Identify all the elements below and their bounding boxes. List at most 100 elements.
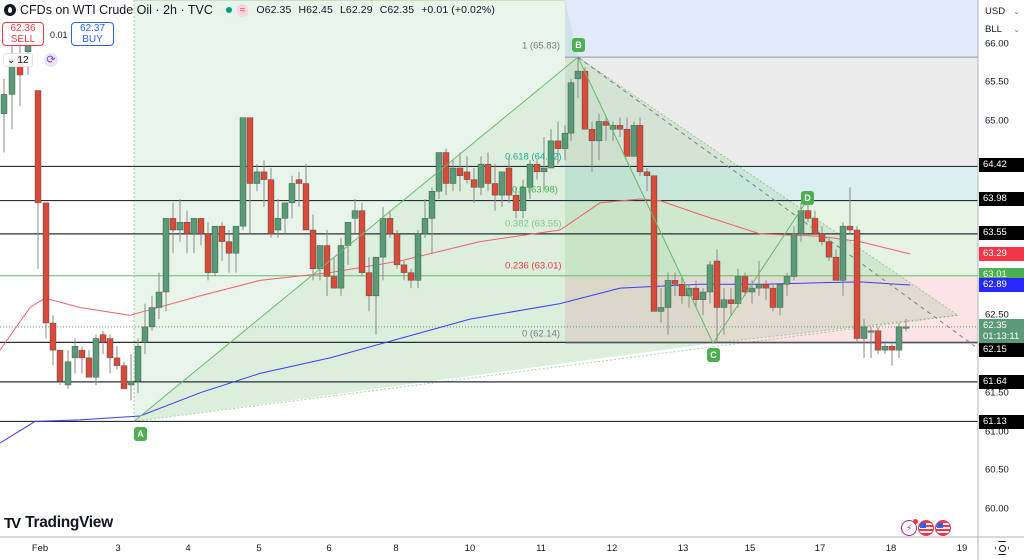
sell-button[interactable]: 62.36 SELL	[2, 22, 44, 46]
candle-bear	[727, 299, 735, 304]
candle-bull	[155, 291, 163, 308]
chevron-down-icon: ⌄	[1013, 24, 1020, 34]
settings-gear-icon[interactable]	[995, 541, 1009, 555]
candle-bear	[650, 175, 658, 312]
candle-bear	[309, 229, 317, 269]
candle-bull	[526, 163, 534, 188]
candle-bear	[295, 179, 303, 184]
us-flag-event-icon[interactable]	[918, 520, 934, 536]
candle-bear	[34, 90, 42, 204]
candle-bear	[85, 357, 93, 378]
candle-bear	[113, 357, 121, 366]
candle-bull	[776, 284, 784, 308]
price-level-tag: 61.13	[979, 415, 1024, 429]
candle-bear	[463, 171, 471, 180]
change-value: +0.01 (+0.02%)	[421, 4, 495, 16]
market-status[interactable]: ≈	[220, 2, 251, 18]
price-level-tag: 62.15	[979, 343, 1024, 357]
candle-bear	[825, 241, 833, 258]
tradingview-logo[interactable]: TV TradingView	[4, 514, 113, 532]
bar-countdown: 01:13:11	[983, 331, 1020, 342]
candle-bear	[671, 280, 679, 285]
candle-bull	[449, 167, 457, 184]
candle-bull	[561, 132, 569, 149]
price-tick: 62.50	[985, 309, 1009, 321]
pattern-point-a[interactable]: A	[134, 427, 147, 441]
candle-bear	[120, 365, 128, 390]
fib-level-label: 0.382 (63.55)	[505, 218, 562, 230]
candle-bull	[71, 346, 79, 359]
ohlc-values: O62.35 H62.45 L62.29 C62.35 +0.01 (+0.02…	[256, 4, 499, 16]
candle-bear	[643, 171, 651, 176]
candle-bull	[428, 191, 436, 219]
lightning-event-icon[interactable]: ⚡	[901, 519, 918, 536]
pattern-edge	[133, 314, 959, 422]
candle-bear	[581, 70, 589, 130]
price-tick: 66.00	[985, 38, 1009, 50]
price-level-tag: 63.55	[979, 226, 1024, 240]
candle-bear	[874, 330, 882, 351]
candle-bull	[498, 171, 506, 196]
candle-bull	[239, 117, 247, 227]
market-open-icon	[225, 7, 232, 13]
indicators-collapse-button[interactable]: ⌄ 12	[3, 53, 33, 67]
currency-label: USD	[985, 5, 1006, 17]
candle-bull	[609, 125, 617, 130]
candle-bear	[358, 210, 366, 273]
price-tick: 65.50	[985, 76, 1009, 88]
unit-label: BLL	[985, 23, 1002, 35]
symbol-header: CFDs on WTI Crude Oil · 2h · TVC ≈ O62.3…	[4, 2, 499, 18]
close-value: C62.35	[379, 4, 415, 16]
candle-bull	[176, 222, 184, 231]
buy-button[interactable]: 62.37 BUY	[71, 22, 114, 46]
candle-bear	[442, 152, 450, 184]
candle-bear	[588, 129, 596, 142]
candle-bull	[797, 210, 805, 235]
time-tick: 13	[677, 543, 689, 554]
candle-bear	[853, 229, 861, 339]
time-tick: Feb	[31, 543, 49, 554]
candle-bear	[302, 183, 310, 231]
pattern-point-c[interactable]: C	[707, 348, 720, 362]
candle-bull	[839, 225, 847, 281]
candle-bear	[818, 233, 826, 242]
time-tick: 5	[256, 543, 262, 554]
pattern-point-d[interactable]: D	[801, 191, 814, 205]
candle-bull	[895, 326, 903, 351]
candle-bull	[253, 171, 261, 184]
currency-select[interactable]: USD ⌄	[980, 2, 1024, 20]
candle-bull	[134, 346, 142, 382]
candle-bull	[657, 307, 665, 312]
candle-bull	[190, 218, 198, 235]
time-tick: 4	[185, 543, 191, 554]
candle-bear	[106, 338, 114, 359]
candle-bear	[484, 163, 492, 184]
time-tick: 11	[536, 543, 546, 554]
refresh-icon[interactable]: ⟳	[44, 53, 58, 67]
candle-bear	[330, 276, 338, 289]
time-tick: 3	[115, 543, 121, 554]
candle-bull	[699, 291, 707, 300]
candle-bear	[804, 210, 812, 219]
candle-bull	[706, 264, 714, 293]
candle-bear	[741, 276, 749, 293]
unit-select[interactable]: BLL ⌄	[980, 20, 1024, 38]
candle-bull	[316, 245, 324, 269]
time-tick: 6	[326, 543, 332, 554]
us-flag-event-icon[interactable]	[935, 520, 951, 536]
candle-bear	[888, 346, 896, 351]
symbol-title[interactable]: CFDs on WTI Crude Oil · 2h · TVC	[20, 3, 213, 17]
candle-bear	[246, 117, 254, 184]
candle-bear	[393, 233, 401, 266]
candle-bear	[692, 287, 700, 300]
harmonic-legs	[133, 56, 808, 422]
price-level-tag: 64.42	[979, 158, 1024, 172]
candle-bull	[344, 222, 352, 246]
price-level-tag: 63.29	[979, 247, 1024, 261]
candle-bull	[211, 225, 219, 273]
pattern-point-b[interactable]: B	[572, 38, 585, 52]
current-price: 62.35	[983, 320, 1007, 331]
candle-bull	[860, 326, 868, 339]
